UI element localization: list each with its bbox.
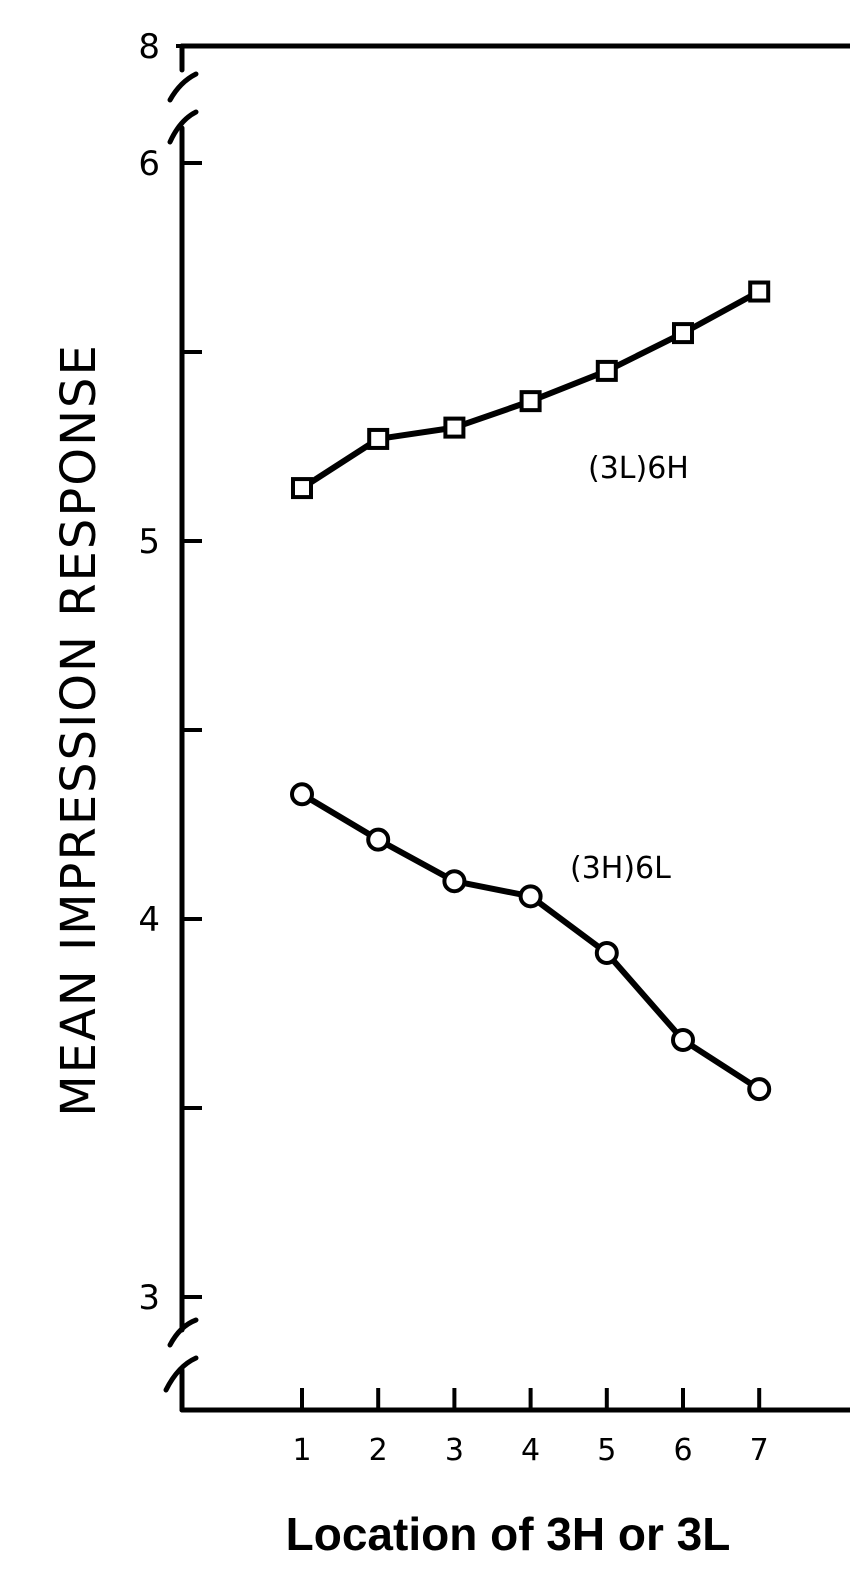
series-line (300, 288, 761, 491)
x-tick-label: 3 (445, 1433, 464, 1468)
data-point-square (519, 390, 542, 413)
series-layer (290, 280, 772, 1102)
y-tick-label-top: 8 (138, 27, 160, 67)
x-tick-label: 5 (597, 1433, 616, 1468)
series-3h6l (290, 782, 772, 1102)
series-label-3h6l: (3H)6L (570, 851, 671, 886)
x-axis-title: Location of 3H or 3L (286, 1508, 731, 1560)
series-3l6h (291, 280, 771, 500)
data-point-square (672, 322, 694, 345)
x-tick-label: 2 (369, 1433, 388, 1468)
x-tick-label: 1 (292, 1433, 311, 1468)
data-point-square (595, 359, 618, 382)
data-point-circle (518, 884, 543, 909)
y-tick-label: 3 (138, 1278, 160, 1318)
y-axis-break-top-lower (167, 109, 199, 145)
x-tick-label: 4 (521, 1433, 540, 1468)
data-point-circle (594, 941, 619, 966)
y-axis-break-top-upper (167, 71, 199, 103)
y-axis-break-bottom-upper (167, 1317, 199, 1348)
y-tick-label: 5 (138, 522, 160, 562)
x-tick-label: 7 (750, 1433, 769, 1468)
series-label-3l6h: (3L)6H (588, 451, 689, 486)
y-tick-label: 4 (138, 900, 160, 940)
data-point-circle (442, 869, 467, 894)
data-point-square (367, 427, 390, 450)
data-point-circle (366, 827, 391, 852)
data-point-square (748, 280, 771, 303)
x-tick-label: 6 (673, 1433, 692, 1468)
data-point-circle (290, 782, 314, 807)
y-tick-label: 6 (138, 144, 160, 184)
data-point-square (443, 416, 466, 439)
axes (163, 43, 850, 1413)
data-point-square (291, 477, 313, 500)
y-axis-ticks: 3 4 5 6 8 (138, 27, 202, 1318)
data-point-circle (671, 1027, 695, 1052)
x-axis-ticks: 1 2 3 4 5 6 7 (292, 1388, 769, 1468)
data-point-circle (747, 1077, 772, 1102)
y-axis-title: MEAN IMPRESSION RESPONSE (51, 343, 107, 1117)
